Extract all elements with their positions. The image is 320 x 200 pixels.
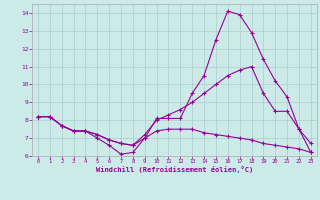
X-axis label: Windchill (Refroidissement éolien,°C): Windchill (Refroidissement éolien,°C) bbox=[96, 166, 253, 173]
